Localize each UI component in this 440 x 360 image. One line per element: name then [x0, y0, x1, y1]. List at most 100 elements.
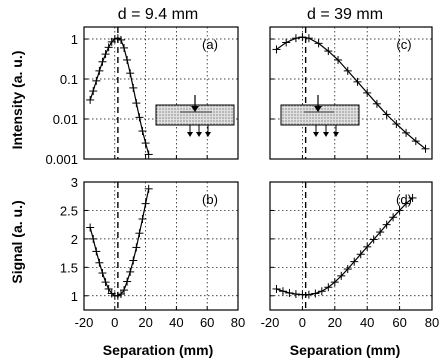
- y-tick-label: 2.5: [60, 203, 78, 218]
- data-point: [89, 87, 98, 96]
- x-tick-label: 0: [111, 315, 118, 330]
- data-point: [86, 95, 95, 104]
- data-point: [356, 250, 365, 259]
- data-point: [343, 66, 352, 75]
- data-point: [324, 283, 333, 292]
- data-point: [138, 127, 147, 136]
- panel-b: -20 0 20 40 60 80 1 1.5 2 2.5 3 (b): [60, 175, 245, 330]
- data-point: [144, 150, 153, 159]
- data-point: [95, 66, 104, 75]
- data-point: [317, 287, 326, 296]
- y-tick-label: 0.1: [60, 72, 78, 87]
- data-point: [411, 137, 420, 146]
- x-axis-label-left: Separation (mm): [103, 342, 213, 358]
- y-tick-label: 2: [71, 232, 78, 247]
- data-point: [86, 223, 95, 232]
- panel-label: (c): [396, 37, 411, 52]
- data-point: [116, 35, 125, 44]
- data-point: [369, 235, 378, 244]
- data-point: [120, 43, 129, 52]
- x-tick-label: 20: [138, 315, 152, 330]
- y-tick-label: 1: [71, 32, 78, 47]
- panel-d: -20 0 20 40 60 80 (d): [261, 181, 439, 330]
- data-point: [363, 88, 372, 97]
- data-point: [350, 257, 359, 266]
- x-tick-label: 80: [231, 315, 245, 330]
- data-point: [408, 193, 417, 202]
- data-point: [141, 139, 150, 148]
- y-tick-label: 3: [71, 175, 78, 190]
- geometry-inset-c: [280, 95, 360, 137]
- data-point: [311, 289, 320, 298]
- data-point: [372, 99, 381, 108]
- y-tick-label: 1.5: [60, 260, 78, 275]
- data-point: [144, 184, 153, 193]
- data-point: [98, 57, 107, 66]
- data-point: [395, 206, 404, 215]
- data-point: [123, 55, 132, 64]
- data-point: [285, 288, 294, 297]
- data-point: [304, 34, 313, 43]
- x-tick-label: 0: [299, 315, 306, 330]
- data-point: [92, 76, 101, 85]
- panel-c: (c): [269, 26, 433, 160]
- data-point: [337, 271, 346, 280]
- data-point: [278, 287, 287, 296]
- data-point: [421, 144, 430, 153]
- data-point: [98, 269, 107, 278]
- data-point: [382, 110, 391, 119]
- panel-label: (d): [396, 192, 412, 207]
- panel-a-title: d = 9.4 mm: [118, 6, 198, 23]
- data-point: [95, 258, 104, 267]
- data-point: [141, 199, 150, 208]
- data-point: [132, 99, 141, 108]
- data-point: [101, 50, 110, 59]
- y-tick-label: 0.001: [45, 152, 78, 167]
- x-axis-label-right: Separation (mm): [290, 342, 400, 358]
- panel-a: 0.001 0.01 0.1 1 (a): [45, 26, 239, 167]
- data-point: [135, 113, 144, 122]
- fit-line: [276, 36, 426, 150]
- data-point: [376, 228, 385, 237]
- y-tick-label: 1: [71, 289, 78, 304]
- data-point: [132, 243, 141, 252]
- y-tick-label: 0.01: [53, 112, 78, 127]
- data-point: [304, 290, 313, 299]
- data-point: [92, 247, 101, 256]
- data-point: [402, 199, 411, 208]
- y-axis-label-top: Intensity (a. u.): [9, 51, 25, 150]
- data-point: [129, 256, 138, 265]
- panel-label: (b): [202, 192, 218, 207]
- panel-label: (a): [202, 37, 218, 52]
- x-tick-label: 40: [360, 315, 374, 330]
- data-point: [334, 55, 343, 64]
- fit-line: [89, 188, 150, 297]
- data-point: [392, 120, 401, 129]
- data-point: [138, 214, 147, 223]
- data-point: [282, 38, 291, 47]
- data-point: [314, 39, 323, 48]
- data-point: [298, 33, 307, 42]
- data-point: [389, 213, 398, 222]
- panel-c-title: d = 39 mm: [307, 6, 383, 23]
- data-point: [343, 265, 352, 274]
- data-point: [123, 277, 132, 286]
- fit-line: [276, 197, 413, 296]
- data-point: [101, 278, 110, 287]
- data-point: [104, 284, 113, 293]
- x-tick-label: 20: [328, 315, 342, 330]
- data-point: [330, 278, 339, 287]
- x-tick-label: -20: [261, 315, 280, 330]
- data-point: [291, 290, 300, 299]
- x-tick-label: -20: [75, 315, 94, 330]
- data-point: [126, 69, 135, 78]
- data-point: [291, 34, 300, 43]
- data-point: [135, 229, 144, 238]
- data-point: [104, 43, 113, 52]
- data-point: [272, 45, 281, 54]
- data-point: [353, 77, 362, 86]
- data-point: [89, 234, 98, 243]
- data-point: [120, 286, 129, 295]
- data-point: [324, 47, 333, 56]
